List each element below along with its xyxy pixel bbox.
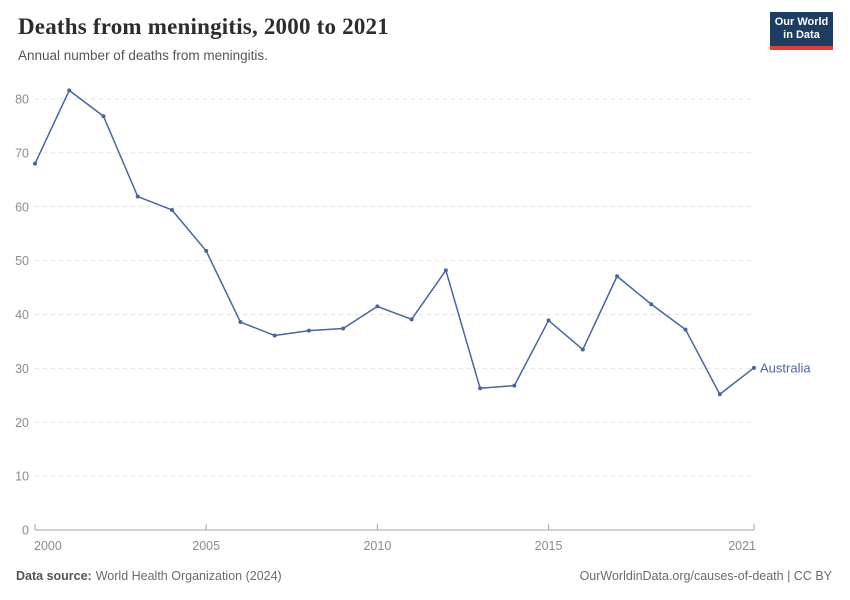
y-tick-label: 60 [15, 200, 29, 214]
y-tick-label: 70 [15, 146, 29, 160]
data-point[interactable] [101, 114, 106, 119]
owid-logo[interactable]: Our World in Data [770, 12, 833, 50]
x-tick-label: 2021 [728, 539, 756, 553]
chart-header: Deaths from meningitis, 2000 to 2021 Ann… [18, 13, 738, 64]
data-point[interactable] [443, 268, 448, 273]
data-source-label: Data source: [16, 569, 92, 583]
x-tick-label: 2005 [192, 539, 220, 553]
data-point[interactable] [341, 326, 346, 331]
data-point[interactable] [512, 383, 517, 388]
data-point[interactable] [580, 347, 585, 352]
data-point[interactable] [204, 248, 209, 253]
y-tick-label: 20 [15, 416, 29, 430]
line-chart-plot-area[interactable]: 0 10 20 30 40 50 60 70 80 2000 2005 2010 2015 2021 Aus… [0, 80, 850, 558]
owid-logo-line2: in Data [783, 29, 820, 41]
data-point[interactable] [752, 365, 756, 370]
credit-link[interactable]: OurWorldinData.org/causes-of-death | CC … [579, 569, 832, 583]
x-tick-label: 2000 [34, 539, 62, 553]
trend-line[interactable] [34, 89, 755, 395]
data-point[interactable] [649, 302, 654, 307]
y-tick-label: 30 [15, 362, 29, 376]
x-tick-label: 2010 [363, 539, 391, 553]
chart-footer: Data source: World Health Organization (2… [16, 569, 832, 584]
data-point[interactable] [615, 274, 620, 279]
chart-title: Deaths from meningitis, 2000 to 2021 [18, 14, 389, 39]
chart-subtitle: Annual number of deaths from meningitis. [18, 48, 268, 63]
data-source-value: World Health Organization (2024) [95, 569, 282, 583]
data-point[interactable] [238, 320, 243, 325]
data-point[interactable] [67, 88, 72, 93]
y-tick-label: 10 [15, 470, 29, 484]
data-point[interactable] [272, 333, 277, 338]
y-tick-label: 0 [22, 524, 29, 538]
y-tick-label: 40 [15, 308, 29, 322]
y-tick-label: 50 [15, 254, 29, 268]
data-point[interactable] [33, 161, 37, 166]
series-label[interactable]: Australia [760, 360, 811, 375]
data-point[interactable] [306, 328, 311, 333]
data-point[interactable] [409, 317, 414, 322]
data-point[interactable] [135, 194, 140, 199]
owid-logo-line1: Our World [774, 16, 829, 28]
data-source: Data source: World Health Organization (2… [16, 569, 282, 584]
y-tick-label: 80 [15, 93, 29, 107]
x-tick-label: 2015 [535, 539, 563, 553]
data-point[interactable] [683, 327, 688, 332]
data-point[interactable] [546, 318, 551, 323]
data-point[interactable] [717, 392, 722, 397]
data-point[interactable] [375, 304, 380, 309]
data-point[interactable] [478, 386, 483, 391]
data-point[interactable] [169, 207, 174, 212]
